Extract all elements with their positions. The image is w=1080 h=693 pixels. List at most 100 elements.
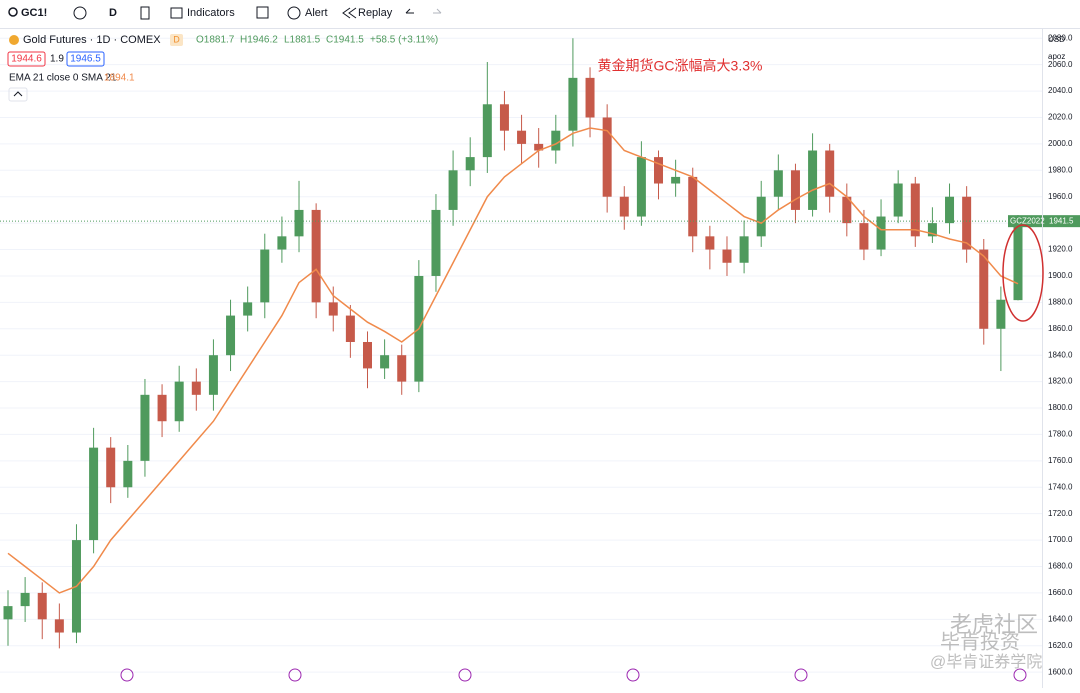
candle-body [89,447,99,541]
candle-body [243,302,253,316]
watermark-line1: 老虎社区 [950,612,1038,637]
y-tick-label: 1980.0 [1048,165,1073,174]
candle-body [482,104,492,158]
event-marker[interactable] [288,668,302,682]
y-tick-label: 2020.0 [1048,113,1073,122]
y-tick-label: 1600.0 [1048,667,1073,676]
change: +58.5 (+3.11%) [370,35,438,46]
bid[interactable]: 1944.6 [11,54,42,65]
scale-mode[interactable]: apoz [1048,52,1065,61]
interval[interactable]: D [109,7,117,19]
last-price-symbol: GCZ2022 [1010,216,1045,225]
candle-body [380,355,390,369]
candle-body [602,117,612,197]
candle-body [362,341,372,369]
watermark: 老虎社区 毕肯投资 @毕肯证券学院 [930,612,1042,671]
candle-body [551,130,561,151]
y-tick-label: 1740.0 [1048,482,1073,491]
ohlc-high: H1946.2 [240,35,278,46]
collapse-icon [13,91,23,97]
candle-body [688,176,698,237]
currency[interactable]: USD [1048,35,1065,44]
ema-line [7,127,1019,594]
watermark-line3: @毕肯证券学院 [930,653,1042,671]
candle-body [739,236,749,263]
ohlc-open: O1881.7 [196,35,235,46]
candle-body [157,394,167,422]
candle-body [722,249,732,263]
y-tick-label: 2000.0 [1048,139,1073,148]
spread: 1.9 [50,54,64,65]
bid-box[interactable] [7,51,46,67]
annotation: 黄金期货GC涨幅高大3.3% [598,58,763,74]
candle-body [106,447,116,488]
watermark-line2: 毕肯投资 [940,630,1020,653]
y-tick-label: 1620.0 [1048,641,1073,650]
indicators[interactable]: Indicators [187,7,235,19]
last-price-tag [1008,215,1080,228]
chart-type[interactable] [140,6,150,20]
candle-body [448,170,458,210]
alert[interactable]: Alert [305,7,328,19]
event-marker[interactable] [626,668,640,682]
symbol[interactable]: GC1! [21,7,47,19]
candle-body [996,299,1006,329]
candle-body [568,77,578,131]
candle-body [876,216,886,250]
collapse-legend[interactable] [8,87,28,102]
candle-body [636,157,646,217]
candle-body [517,130,527,144]
candle-body [191,381,201,395]
ask-box[interactable] [66,51,105,67]
candle-body [945,196,955,224]
candle-body [397,355,407,382]
y-tick-label: 1860.0 [1048,324,1073,333]
candle-body [893,183,903,217]
replay-icon[interactable] [342,7,357,19]
candle-body [671,176,681,184]
alert-icon[interactable] [287,6,301,20]
y-tick-label: 1640.0 [1048,614,1073,623]
y-tick-label: 2060.0 [1048,60,1073,69]
ohlc-low: L1881.5 [284,35,321,46]
y-tick-label: 1800.0 [1048,403,1073,412]
event-marker[interactable] [1013,668,1027,682]
search-icon[interactable] [8,7,18,17]
candle-body [345,315,355,342]
ema-value: 1894.1 [104,73,135,84]
candle-body [328,302,338,316]
add-symbol[interactable] [73,6,87,20]
candle-body [842,196,852,224]
candle-body [808,150,818,210]
event-marker[interactable] [120,668,134,682]
y-tick-label: 1900.0 [1048,271,1073,280]
candle-body [927,223,937,237]
candle-body [499,104,509,131]
y-tick-label: 1660.0 [1048,588,1073,597]
y-tick-label: 1680.0 [1048,562,1073,571]
y-tick-label: 2040.0 [1048,86,1073,95]
ask[interactable]: 1946.5 [70,54,101,65]
templates[interactable] [256,6,269,19]
candle-body [585,77,595,118]
candle-body [431,209,441,276]
candle-body [123,460,133,488]
replay[interactable]: Replay [358,7,393,19]
event-marker[interactable] [458,668,472,682]
y-tick-label: 1920.0 [1048,245,1073,254]
indicators-icon[interactable] [170,7,183,19]
candle-body [756,196,766,237]
candle-body [705,236,715,250]
candle-body [226,315,236,356]
redo[interactable] [433,8,442,14]
candle-body [654,157,664,184]
symbol-logo [9,35,19,45]
y-tick-label: 1700.0 [1048,535,1073,544]
candle-body [773,170,783,197]
candle-body [294,209,304,237]
candle-body [260,249,270,303]
candle-body [619,196,629,217]
undo[interactable] [405,8,414,14]
y-tick-label: 1760.0 [1048,456,1073,465]
event-marker[interactable] [794,668,808,682]
